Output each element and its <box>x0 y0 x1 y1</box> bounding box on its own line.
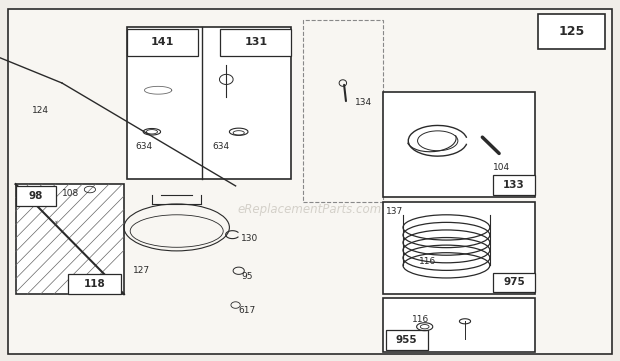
Bar <box>303 20 383 202</box>
Text: 133: 133 <box>503 180 525 190</box>
Bar <box>386 330 428 350</box>
Text: 118: 118 <box>84 279 105 289</box>
Bar <box>68 274 121 294</box>
Text: 131: 131 <box>244 38 267 47</box>
Bar <box>127 27 291 179</box>
Text: 124: 124 <box>32 106 49 114</box>
Bar <box>383 202 535 294</box>
Bar <box>493 175 535 195</box>
Text: eReplacementParts.com: eReplacementParts.com <box>238 203 382 216</box>
Text: 116: 116 <box>418 257 436 266</box>
Bar <box>538 14 605 49</box>
Text: 634: 634 <box>135 142 153 151</box>
Text: ✗: ✗ <box>53 221 58 226</box>
Text: 116: 116 <box>412 315 430 324</box>
Text: 127: 127 <box>133 266 151 275</box>
Text: 141: 141 <box>151 38 174 47</box>
Text: 617: 617 <box>239 306 256 315</box>
Text: 955: 955 <box>396 335 417 345</box>
Text: 634: 634 <box>212 142 229 151</box>
Bar <box>383 298 535 352</box>
Text: 134: 134 <box>355 99 372 107</box>
Bar <box>493 273 535 292</box>
Text: 975: 975 <box>503 278 525 287</box>
Text: 108: 108 <box>62 189 79 197</box>
Text: 98: 98 <box>29 191 43 201</box>
Bar <box>220 29 291 56</box>
Text: 104: 104 <box>493 164 510 172</box>
Bar <box>16 186 56 206</box>
Text: 125: 125 <box>559 25 585 38</box>
Bar <box>127 29 198 56</box>
Bar <box>16 184 124 294</box>
Text: 95: 95 <box>242 272 254 280</box>
Bar <box>383 92 535 197</box>
Text: 130: 130 <box>241 234 258 243</box>
Text: 137: 137 <box>386 207 403 216</box>
